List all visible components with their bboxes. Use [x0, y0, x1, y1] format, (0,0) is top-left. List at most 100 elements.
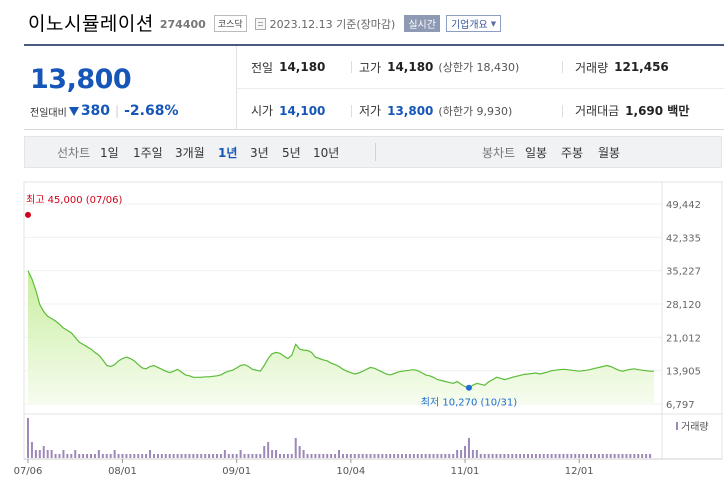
volume-bar	[401, 454, 404, 458]
volume-bar	[82, 454, 85, 458]
volume-bar	[633, 454, 636, 458]
volume-bar	[219, 454, 222, 458]
volume-bar	[373, 454, 376, 458]
low-label: 저가	[359, 104, 382, 118]
volume-bar	[152, 454, 155, 458]
high-annotation: 최고 45,000 (07/06)	[26, 194, 122, 206]
volume-bar	[251, 454, 254, 458]
candle-daily[interactable]: 일봉	[525, 145, 548, 160]
volume-bar	[448, 454, 451, 458]
divider	[562, 61, 563, 73]
volume-bar	[42, 446, 45, 458]
period-1w[interactable]: 1주일	[133, 145, 163, 160]
volume-bar	[168, 454, 171, 458]
volume-bar	[483, 454, 486, 458]
volume-label: 거래량	[575, 60, 609, 75]
volume-bar	[574, 454, 577, 458]
high-price: 고가 14,180 (상한가 18,430)	[359, 59, 519, 76]
open-label: 시가	[251, 104, 274, 118]
stock-chart-svg: 최고 45,000 (07/06) 최저 10,270 (10/31) 49,44…	[14, 181, 723, 477]
volume-bar	[621, 454, 624, 458]
amount-value: 1,690 백만	[625, 104, 690, 118]
stats-row: 전일 14,180 고가 14,180 (상한가 18,430) 거래량 121…	[237, 46, 724, 89]
volume-bar	[444, 454, 447, 458]
volume-bars: 거래량	[24, 413, 722, 458]
volume-bar	[507, 454, 510, 458]
period-3m[interactable]: 3개월	[175, 145, 205, 160]
volume-bar	[452, 454, 455, 458]
company-overview-button[interactable]: 기업개요 ▼	[445, 15, 502, 32]
prev-close-value: 14,180	[279, 60, 326, 74]
low-price: 저가 13,800 (하한가 9,930)	[359, 102, 512, 119]
volume-bar	[318, 454, 321, 458]
volume-bar	[412, 454, 415, 458]
market-badge: 코스닥	[213, 15, 247, 32]
divider	[351, 104, 352, 117]
period-1y[interactable]: 1년	[218, 145, 238, 160]
volume-bar	[74, 450, 77, 458]
volume-bar	[208, 454, 211, 458]
price-area	[28, 270, 654, 404]
open-value: 14,100	[279, 103, 326, 118]
volume-bar	[239, 450, 242, 458]
volume-bar	[97, 450, 100, 458]
x-tick-label: 07/06	[14, 466, 43, 477]
volume-bar	[649, 454, 652, 458]
realtime-button[interactable]: 실시간	[404, 15, 440, 32]
volume-bar	[145, 454, 148, 458]
volume-bar	[408, 454, 411, 458]
stats-row: 시가 14,100 저가 13,800 (하한가 9,930) 거래대금 1,6…	[237, 89, 724, 132]
volume-bar	[58, 454, 61, 458]
low-annotation: 최저 10,270 (10/31)	[421, 397, 517, 409]
divider	[562, 104, 563, 117]
volume-bar	[637, 454, 640, 458]
open-price: 시가 14,100	[251, 102, 325, 119]
volume-bar	[196, 454, 199, 458]
volume-bar	[554, 454, 557, 458]
volume-bar	[645, 454, 648, 458]
volume-bar	[475, 450, 478, 458]
price-panel: 13,800 전일대비 380 | -2.68%	[24, 46, 237, 129]
volume: 거래량 121,456	[575, 59, 669, 76]
price-line	[27, 270, 654, 389]
volume-bar	[511, 454, 514, 458]
volume-bar	[523, 454, 526, 458]
divider	[375, 143, 376, 161]
stock-chart: 최고 45,000 (07/06) 최저 10,270 (10/31) 49,44…	[0, 168, 724, 495]
change-amount: 380	[80, 103, 111, 119]
volume-bar	[86, 454, 89, 458]
volume-bar	[255, 454, 258, 458]
volume-bar	[527, 454, 530, 458]
price-stats: 전일 14,180 고가 14,180 (상한가 18,430) 거래량 121…	[237, 46, 724, 129]
volume-bar	[393, 454, 396, 458]
volume-bar	[491, 454, 494, 458]
volume-bar	[34, 450, 37, 458]
volume-bar	[605, 454, 608, 458]
period-3y[interactable]: 3년	[250, 145, 269, 160]
volume-bar	[172, 454, 175, 458]
volume-bar	[460, 450, 463, 458]
trade-amount: 거래대금 1,690 백만	[575, 102, 689, 119]
y-axis-ticks: 49,442 42,335 35,227 28,120 21,012 13,905 6,79…	[666, 200, 701, 411]
period-5y[interactable]: 5년	[282, 145, 301, 160]
volume-bar	[629, 454, 632, 458]
volume-bar	[235, 454, 238, 458]
volume-bar	[215, 454, 218, 458]
volume-bar	[113, 450, 116, 458]
candle-chart-label: 봉차트	[482, 145, 516, 160]
candle-monthly[interactable]: 월봉	[598, 145, 621, 160]
period-10y[interactable]: 10년	[313, 145, 340, 160]
volume-bar	[66, 454, 69, 458]
volume-bar	[133, 454, 136, 458]
volume-bar	[306, 454, 309, 458]
x-tick-label: 10/04	[336, 466, 365, 477]
divider	[351, 61, 352, 73]
volume-bar	[397, 454, 400, 458]
volume-bar	[519, 454, 522, 458]
volume-bar	[495, 454, 498, 458]
period-1d[interactable]: 1일	[100, 145, 119, 160]
volume-bar	[566, 454, 569, 458]
volume-bar	[117, 454, 120, 458]
volume-bar	[499, 454, 502, 458]
candle-weekly[interactable]: 주봉	[561, 145, 584, 160]
